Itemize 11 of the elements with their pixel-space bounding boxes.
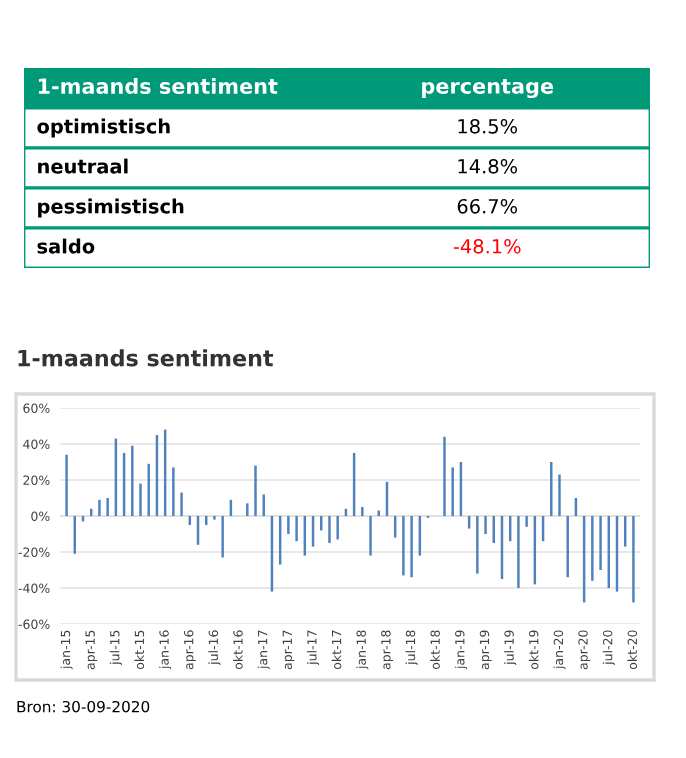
chart-title: 1-maands sentiment [18,349,274,367]
text: 1-maands sentiment [38,77,278,95]
data-label: 14.8% [458,158,518,174]
data-label: 18.5% [458,118,518,134]
data-label: -48.1% [453,238,521,254]
category-label: saldo [37,238,95,254]
data-label: 66.7% [457,198,518,214]
text: percentage [422,78,554,99]
category-label: optimistisch [37,118,170,138]
category-label: pessimistisch [38,198,184,218]
category-label: neutraal [38,158,128,174]
